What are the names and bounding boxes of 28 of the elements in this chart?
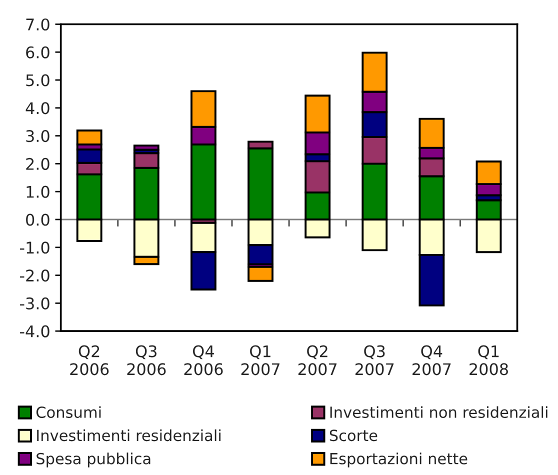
x-tick-label: Q4 2007	[412, 345, 451, 376]
x-tick-label: Q1 2007	[241, 345, 280, 376]
bar	[133, 144, 160, 151]
y-tick-label: -1.0	[20, 242, 50, 254]
x-tick-label: Q2 2007	[298, 345, 337, 376]
legend-label: Scorte	[330, 430, 378, 442]
legend-label: Esportazioni nette	[330, 452, 468, 468]
legend-label: Investimenti residenziali	[37, 429, 220, 442]
x-tick-label: Q3 2007	[355, 345, 394, 376]
x-tick-label: Q2 2006	[70, 345, 109, 376]
y-tick-label: 0.0	[26, 214, 50, 226]
legend-label: Investimenti non residenziali	[330, 406, 548, 418]
y-tick-label: 6.0	[26, 46, 50, 58]
y-tick-label: 1.0	[26, 186, 50, 198]
y-tick-label: 5.0	[26, 74, 50, 86]
y-tick-label: 7.0	[26, 18, 50, 31]
bar	[248, 266, 274, 282]
x-tick-label: Q1 2008	[470, 345, 508, 376]
legend-label: Consumi	[36, 406, 101, 418]
x-tick-label: Q4 2006	[184, 345, 223, 376]
x-tick-label: Q3 2006	[127, 345, 166, 376]
y-tick-label: 2.0	[26, 158, 50, 170]
y-tick-label: -3.0	[20, 297, 50, 310]
y-tick-label: -2.0	[20, 270, 50, 282]
y-tick-label: 4.0	[26, 102, 50, 114]
y-tick-label: -4.0	[20, 325, 50, 338]
y-tick-label: 3.0	[26, 130, 50, 142]
legend-label: Spesa pubblica	[36, 452, 150, 468]
